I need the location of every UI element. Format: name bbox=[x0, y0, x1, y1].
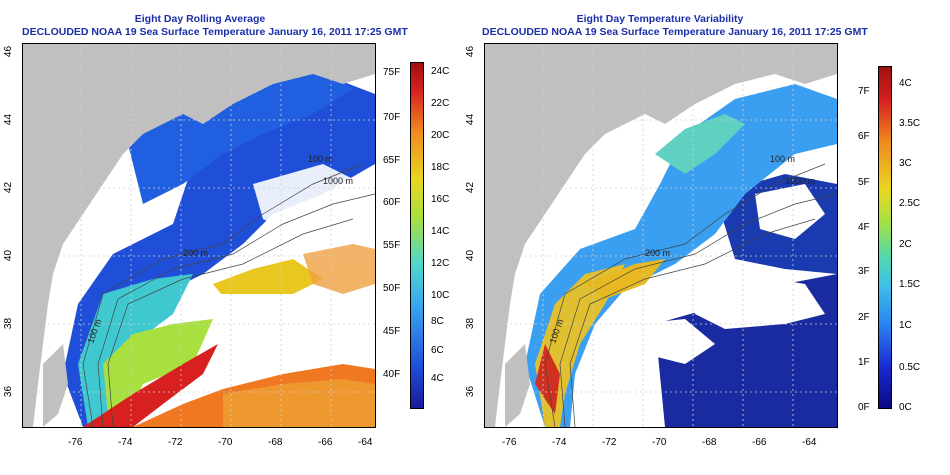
left-cb-c: 6C bbox=[431, 345, 444, 356]
right-cb-f: 1F bbox=[858, 357, 870, 368]
right-cb-f: 3F bbox=[858, 266, 870, 277]
left-ytick: 46 bbox=[3, 45, 15, 58]
left-cb-c: 12C bbox=[431, 258, 450, 269]
left-map-title: Eight Day Rolling Average bbox=[134, 13, 266, 25]
left-depth-200: 200 m bbox=[183, 248, 208, 258]
right-xtick: -68 bbox=[702, 437, 717, 448]
right-xtick: -76 bbox=[502, 437, 517, 448]
left-cb-f: 75F bbox=[383, 67, 401, 78]
right-cb-c: 3.5C bbox=[899, 118, 921, 129]
right-cb-c: 2.5C bbox=[899, 198, 921, 209]
right-map-title: Eight Day Temperature Variability bbox=[576, 13, 744, 25]
left-map: 100 m 200 m 1000 m 100 m bbox=[22, 43, 376, 428]
right-ytick: 44 bbox=[465, 113, 477, 126]
right-cb-c: 2C bbox=[899, 239, 912, 250]
right-ytick: 36 bbox=[465, 385, 477, 398]
right-depth-100: 100 m bbox=[770, 154, 795, 164]
left-ytick: 44 bbox=[3, 113, 15, 126]
right-cb-f: 4F bbox=[858, 222, 870, 233]
left-cb-c: 16C bbox=[431, 194, 450, 205]
left-xtick: -74 bbox=[118, 437, 133, 448]
right-cb-f: 2F bbox=[858, 312, 870, 323]
right-cb-c: 1C bbox=[899, 320, 912, 331]
right-cb-c: 4C bbox=[899, 78, 912, 89]
left-cb-f: 65F bbox=[383, 155, 401, 166]
right-colorbar bbox=[878, 66, 892, 409]
left-xtick: -64 bbox=[358, 437, 373, 448]
right-xtick: -64 bbox=[802, 437, 817, 448]
left-cb-f: 40F bbox=[383, 369, 401, 380]
left-xtick: -66 bbox=[318, 437, 333, 448]
right-depth-200: 200 m bbox=[645, 248, 670, 258]
left-cb-c: 14C bbox=[431, 226, 450, 237]
right-ytick: 38 bbox=[465, 317, 477, 330]
right-xtick: -72 bbox=[602, 437, 617, 448]
right-ytick: 42 bbox=[465, 181, 477, 194]
left-ytick: 42 bbox=[3, 181, 15, 194]
left-ytick: 38 bbox=[3, 317, 15, 330]
left-ytick: 36 bbox=[3, 385, 15, 398]
left-xtick: -70 bbox=[218, 437, 233, 448]
left-cb-c: 24C bbox=[431, 66, 450, 77]
right-cb-f: 6F bbox=[858, 131, 870, 142]
right-cb-c: 0.5C bbox=[899, 362, 921, 373]
right-map-subtitle: DECLOUDED NOAA 19 Sea Surface Temperatur… bbox=[482, 26, 868, 38]
left-xtick: -76 bbox=[68, 437, 83, 448]
right-cb-f: 0F bbox=[858, 402, 870, 413]
left-cb-f: 45F bbox=[383, 326, 401, 337]
left-cb-c: 4C bbox=[431, 373, 444, 384]
left-cb-c: 20C bbox=[431, 130, 450, 141]
left-xtick: -68 bbox=[268, 437, 283, 448]
left-ytick: 40 bbox=[3, 249, 15, 262]
left-cb-c: 18C bbox=[431, 162, 450, 173]
left-cb-f: 60F bbox=[383, 197, 401, 208]
right-cb-c: 1.5C bbox=[899, 279, 921, 290]
right-xtick: -66 bbox=[752, 437, 767, 448]
left-cb-c: 10C bbox=[431, 290, 450, 301]
left-cb-f: 50F bbox=[383, 283, 401, 294]
right-ytick: 40 bbox=[465, 249, 477, 262]
right-xtick: -70 bbox=[652, 437, 667, 448]
right-depth-1000: 1000 m bbox=[785, 176, 815, 186]
right-cb-c: 3C bbox=[899, 158, 912, 169]
left-cb-c: 8C bbox=[431, 316, 444, 327]
left-map-subtitle: DECLOUDED NOAA 19 Sea Surface Temperatur… bbox=[22, 26, 408, 38]
left-colorbar bbox=[410, 62, 424, 409]
right-cb-f: 7F bbox=[858, 86, 870, 97]
left-cb-f: 55F bbox=[383, 240, 401, 251]
left-cb-c: 22C bbox=[431, 98, 450, 109]
right-map: 100 m 200 m 1000 m 100 m bbox=[484, 43, 838, 428]
right-cb-c: 0C bbox=[899, 402, 912, 413]
left-xtick: -72 bbox=[168, 437, 183, 448]
left-cb-f: 70F bbox=[383, 112, 401, 123]
left-depth-1000: 1000 m bbox=[323, 176, 353, 186]
right-ytick: 46 bbox=[465, 45, 477, 58]
right-cb-f: 5F bbox=[858, 177, 870, 188]
left-depth-100: 100 m bbox=[308, 154, 333, 164]
right-xtick: -74 bbox=[552, 437, 567, 448]
